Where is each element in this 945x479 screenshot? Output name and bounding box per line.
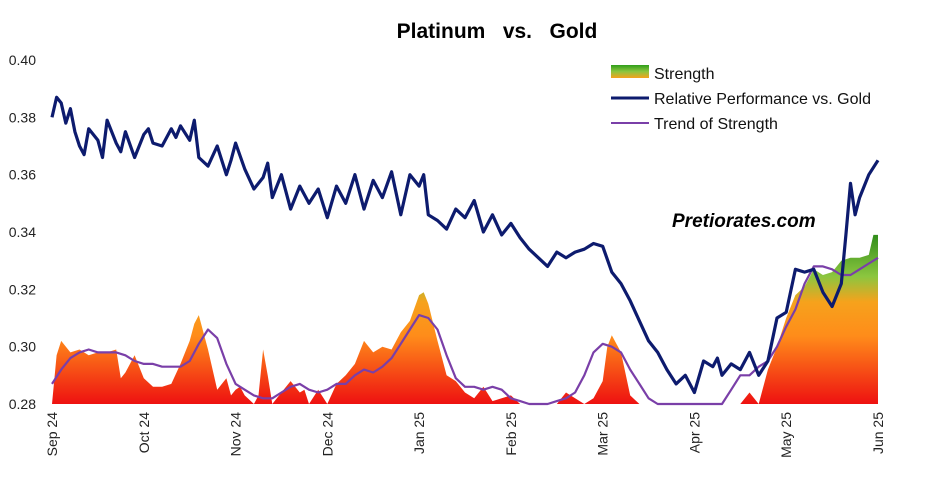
y-tick-label: 0.34 [9, 224, 36, 240]
x-tick-label: Sep 24 [44, 412, 60, 457]
legend-swatch-strength [611, 65, 649, 78]
y-tick-label: 0.30 [9, 339, 36, 355]
x-tick-label: Nov 24 [228, 412, 244, 457]
y-tick-label: 0.28 [9, 396, 36, 412]
x-tick-label: Mar 25 [595, 412, 611, 456]
strength-area [52, 234, 878, 404]
y-tick-label: 0.32 [9, 281, 36, 297]
chart-title: Platinum vs. Gold [397, 20, 598, 43]
plot-area [50, 95, 880, 406]
legend-label: Relative Performance vs. Gold [654, 91, 871, 108]
y-tick-label: 0.36 [9, 167, 36, 183]
legend-label: Trend of Strength [654, 116, 778, 133]
relative-performance-line [50, 95, 880, 395]
x-tick-label: Apr 25 [686, 412, 702, 453]
legend-label: Strength [654, 66, 714, 83]
x-tick-label: Feb 25 [503, 412, 519, 456]
x-tick-label: May 25 [778, 412, 794, 458]
x-tick-label: Oct 24 [136, 412, 152, 453]
x-tick-label: Jan 25 [411, 412, 427, 454]
legend: Strength Relative Performance vs. Gold Tre… [611, 65, 871, 133]
y-tick-label: 0.38 [9, 109, 36, 125]
trend-of-strength-line [51, 256, 879, 406]
watermark: Pretiorates.com [672, 211, 816, 232]
y-tick-label: 0.40 [9, 52, 36, 68]
x-tick-label: Dec 24 [319, 412, 335, 457]
x-tick-label: Jun 25 [870, 412, 886, 454]
y-axis: 0.40 0.38 0.36 0.34 0.32 0.30 0.28 [9, 52, 36, 412]
x-axis: Sep 24 Oct 24 Nov 24 Dec 24 Jan 25 Feb 25 Mar … [44, 412, 886, 458]
